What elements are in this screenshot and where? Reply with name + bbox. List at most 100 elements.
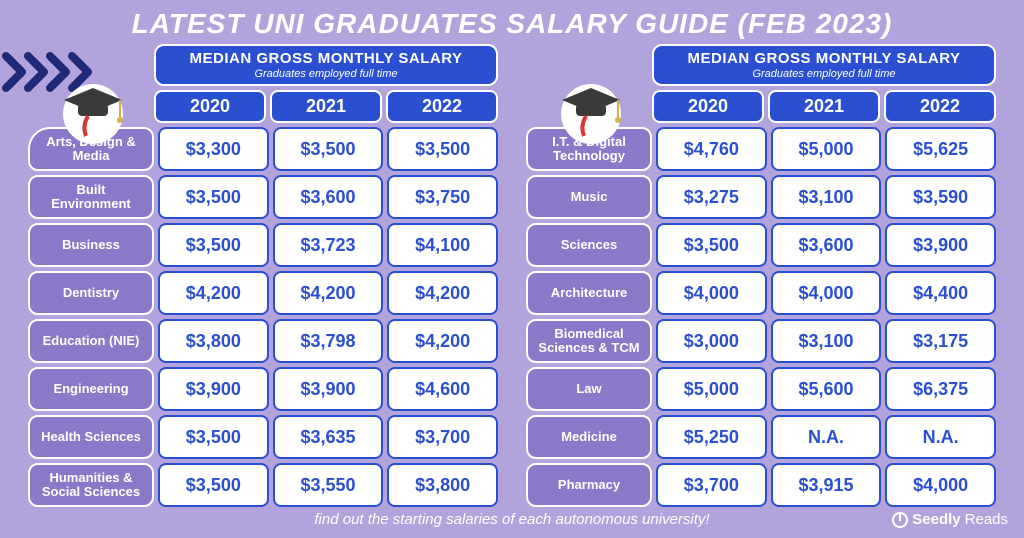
table-row: Built Environment$3,500$3,600$3,750 [28,175,498,219]
seedly-icon [892,512,908,528]
value-cell: $4,000 [771,271,882,315]
row-label: Humanities & Social Sciences [28,463,154,507]
value-cell: $6,375 [885,367,996,411]
panel-header-right: MEDIAN GROSS MONTHLY SALARY Graduates em… [652,44,996,86]
value-cell: $3,000 [656,319,767,363]
panel-header-subtitle: Graduates employed full time [162,68,490,80]
value-cell: $3,750 [387,175,498,219]
value-cell: $3,500 [387,127,498,171]
value-cell: $3,500 [158,463,269,507]
row-label: Biomedical Sciences & TCM [526,319,652,363]
value-cell: $5,625 [885,127,996,171]
value-cell: $3,900 [885,223,996,267]
value-cell: $3,798 [273,319,384,363]
value-cell: $3,275 [656,175,767,219]
value-cell: $3,300 [158,127,269,171]
year-cell: 2022 [386,90,498,123]
value-cell: $4,600 [387,367,498,411]
value-cell: $4,100 [387,223,498,267]
row-label: Music [526,175,652,219]
value-cell: $3,500 [158,175,269,219]
footer-note: find out the starting salaries of each a… [0,511,1024,528]
brand-logo: Seedly Reads [892,511,1008,528]
year-cell: 2021 [768,90,880,123]
value-cell: $4,200 [273,271,384,315]
value-cell: $3,800 [387,463,498,507]
value-cell: $3,500 [158,223,269,267]
rows-right: I.T. & Digital Technology$4,760$5,000$5,… [526,127,996,507]
value-cell: $3,800 [158,319,269,363]
panel-header-title: MEDIAN GROSS MONTHLY SALARY [660,50,988,67]
year-cell: 2020 [652,90,764,123]
row-label: Pharmacy [526,463,652,507]
table-row: Education (NIE)$3,800$3,798$4,200 [28,319,498,363]
value-cell: $3,915 [771,463,882,507]
value-cell: $3,550 [273,463,384,507]
row-label: Business [28,223,154,267]
table-row: Architecture$4,000$4,000$4,400 [526,271,996,315]
year-cell: 2022 [884,90,996,123]
table-row: Health Sciences$3,500$3,635$3,700 [28,415,498,459]
value-cell: $3,723 [273,223,384,267]
value-cell: $3,500 [273,127,384,171]
row-label: Education (NIE) [28,319,154,363]
value-cell: $3,900 [273,367,384,411]
value-cell: $3,700 [387,415,498,459]
value-cell: $5,600 [771,367,882,411]
value-cell: $3,600 [771,223,882,267]
panels-container: MEDIAN GROSS MONTHLY SALARY Graduates em… [0,44,1024,511]
row-label: Law [526,367,652,411]
value-cell: N.A. [885,415,996,459]
value-cell: $3,700 [656,463,767,507]
row-label: Architecture [526,271,652,315]
value-cell: $3,500 [656,223,767,267]
panel-header-left: MEDIAN GROSS MONTHLY SALARY Graduates em… [154,44,498,86]
table-row: Sciences$3,500$3,600$3,900 [526,223,996,267]
panel-header-subtitle: Graduates employed full time [660,68,988,80]
panel-left: MEDIAN GROSS MONTHLY SALARY Graduates em… [28,44,498,511]
value-cell: $4,000 [885,463,996,507]
value-cell: $5,250 [656,415,767,459]
year-cell: 2021 [270,90,382,123]
table-row: Medicine$5,250N.A.N.A. [526,415,996,459]
value-cell: $3,600 [273,175,384,219]
row-label: Built Environment [28,175,154,219]
row-label: Health Sciences [28,415,154,459]
page-title: LATEST UNI GRADUATES SALARY GUIDE (FEB 2… [0,0,1024,40]
value-cell: $4,760 [656,127,767,171]
table-row: Biomedical Sciences & TCM$3,000$3,100$3,… [526,319,996,363]
year-cell: 2020 [154,90,266,123]
value-cell: $4,200 [158,271,269,315]
value-cell: $3,635 [273,415,384,459]
year-row-right: 2020 2021 2022 [652,90,996,123]
value-cell: $4,400 [885,271,996,315]
row-label: Dentistry [28,271,154,315]
value-cell: $3,590 [885,175,996,219]
panel-right: MEDIAN GROSS MONTHLY SALARY Graduates em… [526,44,996,511]
graduation-cap-icon [556,74,626,144]
table-row: Humanities & Social Sciences$3,500$3,550… [28,463,498,507]
brand-name: Seedly [912,511,960,528]
table-row: Music$3,275$3,100$3,590 [526,175,996,219]
value-cell: $3,100 [771,175,882,219]
table-row: Business$3,500$3,723$4,100 [28,223,498,267]
table-row: Pharmacy$3,700$3,915$4,000 [526,463,996,507]
row-label: Sciences [526,223,652,267]
graduation-cap-icon [58,74,128,144]
year-row-left: 2020 2021 2022 [154,90,498,123]
panel-header-title: MEDIAN GROSS MONTHLY SALARY [162,50,490,67]
value-cell: $3,100 [771,319,882,363]
value-cell: $5,000 [771,127,882,171]
value-cell: N.A. [771,415,882,459]
brand-suffix: Reads [965,511,1008,528]
row-label: Engineering [28,367,154,411]
value-cell: $4,200 [387,271,498,315]
value-cell: $4,000 [656,271,767,315]
value-cell: $5,000 [656,367,767,411]
rows-left: Arts, Design & Media$3,300$3,500$3,500Bu… [28,127,498,507]
table-row: Engineering$3,900$3,900$4,600 [28,367,498,411]
value-cell: $3,175 [885,319,996,363]
value-cell: $3,900 [158,367,269,411]
row-label: Medicine [526,415,652,459]
value-cell: $3,500 [158,415,269,459]
